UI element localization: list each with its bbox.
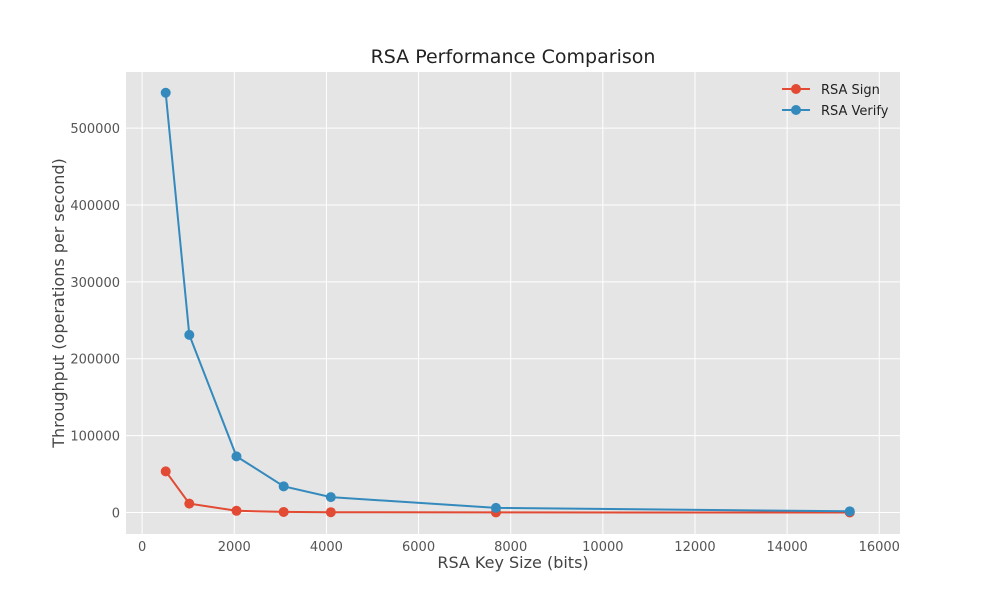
data-point-rsa-sign bbox=[325, 507, 336, 518]
x-axis-label: RSA Key Size (bits) bbox=[437, 553, 588, 572]
legend-marker-rsa-verify bbox=[791, 105, 801, 115]
y-tick-label: 200000 bbox=[70, 353, 120, 368]
legend-label-rsa-sign: RSA Sign bbox=[821, 83, 880, 98]
legend-marker-rsa-sign bbox=[791, 84, 801, 94]
data-point-rsa-verify bbox=[160, 87, 171, 98]
data-point-rsa-sign bbox=[184, 498, 195, 509]
x-tick-label: 14000 bbox=[766, 540, 807, 555]
legend-label-rsa-verify: RSA Verify bbox=[821, 104, 889, 119]
y-tick-label: 0 bbox=[112, 506, 120, 521]
y-tick-label: 100000 bbox=[70, 430, 120, 445]
y-tick-labels: 0 100000 200000 300000 400000 500000 bbox=[70, 122, 120, 521]
data-point-rsa-sign bbox=[231, 505, 242, 516]
chart-title: RSA Performance Comparison bbox=[371, 46, 656, 68]
x-tick-label: 10000 bbox=[582, 540, 623, 555]
x-tick-label: 12000 bbox=[674, 540, 715, 555]
plot-background bbox=[126, 72, 900, 534]
x-tick-label: 0 bbox=[138, 540, 146, 555]
x-tick-label: 8000 bbox=[494, 540, 527, 555]
data-point-rsa-verify bbox=[325, 492, 336, 503]
data-point-rsa-sign bbox=[278, 506, 289, 517]
data-point-rsa-verify bbox=[231, 451, 242, 462]
y-tick-label: 300000 bbox=[70, 276, 120, 291]
x-tick-label: 2000 bbox=[218, 540, 251, 555]
x-tick-labels: 0 2000 4000 6000 8000 10000 12000 14000 16000 bbox=[138, 540, 900, 555]
legend: RSA Sign RSA Verify bbox=[782, 83, 889, 119]
y-tick-label: 500000 bbox=[70, 122, 120, 137]
data-point-rsa-sign bbox=[160, 466, 171, 477]
x-tick-label: 4000 bbox=[310, 540, 343, 555]
y-axis-label: Throughput (operations per second) bbox=[49, 158, 68, 448]
data-point-rsa-verify bbox=[278, 481, 289, 492]
y-tick-label: 400000 bbox=[70, 199, 120, 214]
x-tick-label: 16000 bbox=[859, 540, 900, 555]
x-tick-label: 6000 bbox=[402, 540, 435, 555]
series-rsa-verify bbox=[160, 87, 855, 517]
data-point-rsa-verify bbox=[844, 506, 855, 517]
data-point-rsa-verify bbox=[184, 329, 195, 340]
data-point-rsa-verify bbox=[490, 502, 501, 513]
series-layer bbox=[160, 87, 855, 518]
